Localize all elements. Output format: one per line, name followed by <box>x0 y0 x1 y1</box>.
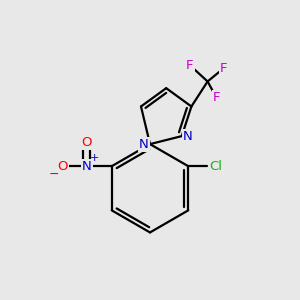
Text: O: O <box>82 136 92 148</box>
Text: F: F <box>186 59 194 72</box>
Text: N: N <box>139 138 148 151</box>
Text: +: + <box>90 153 100 163</box>
Text: F: F <box>213 91 220 104</box>
Text: N: N <box>82 160 92 173</box>
Text: N: N <box>183 130 193 142</box>
Text: F: F <box>220 62 227 75</box>
Text: O: O <box>57 160 68 173</box>
Text: Cl: Cl <box>210 160 223 173</box>
Text: −: − <box>49 168 60 181</box>
